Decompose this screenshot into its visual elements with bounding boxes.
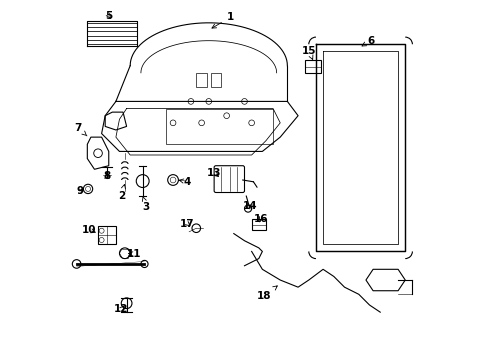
Text: 5: 5: [105, 11, 112, 21]
Bar: [210, 73, 221, 87]
Text: 18: 18: [256, 286, 277, 301]
Text: 11: 11: [126, 249, 141, 259]
Text: 4: 4: [179, 177, 191, 187]
Text: 8: 8: [103, 171, 110, 181]
Bar: [251, 219, 265, 230]
Text: 9: 9: [77, 186, 83, 197]
Bar: [305, 60, 321, 73]
Text: 7: 7: [75, 123, 87, 136]
Text: 13: 13: [206, 168, 221, 178]
Text: 10: 10: [81, 225, 96, 235]
Text: 2: 2: [118, 184, 125, 201]
Text: 6: 6: [361, 36, 374, 46]
Text: 3: 3: [142, 196, 150, 212]
Text: 17: 17: [180, 219, 194, 229]
Text: 16: 16: [253, 214, 267, 224]
Text: 12: 12: [114, 304, 128, 314]
Text: 14: 14: [242, 201, 257, 211]
Text: 1: 1: [211, 13, 233, 28]
Text: 15: 15: [301, 46, 315, 59]
Bar: [196, 73, 206, 87]
